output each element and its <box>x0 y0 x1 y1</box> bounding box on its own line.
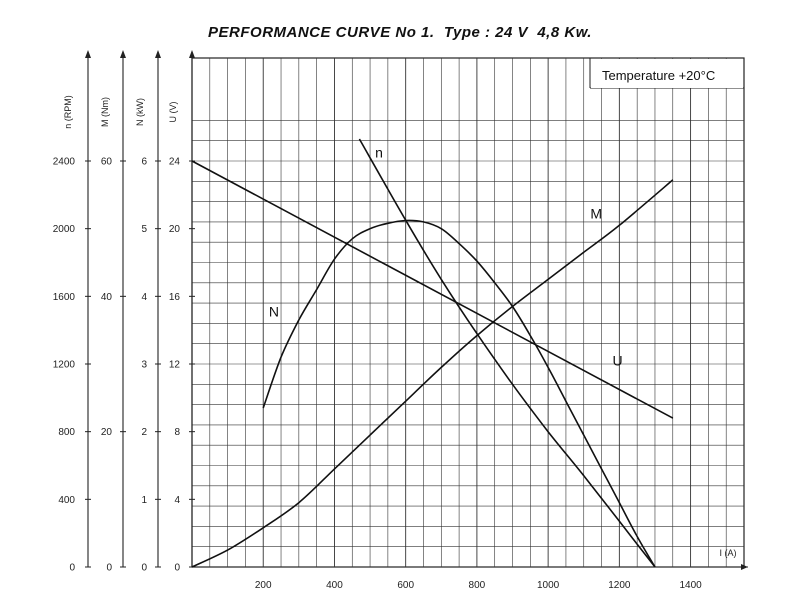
y-tick-label-N: 1 <box>141 495 147 506</box>
series-line-U <box>191 160 674 419</box>
y-tick-label-n: 1600 <box>53 292 76 303</box>
y-tick-label-U: 20 <box>169 224 181 235</box>
y-axis-arrow-n <box>85 50 91 58</box>
y-tick-label-U: 0 <box>174 563 180 574</box>
y-tick-label-n: 400 <box>58 495 75 506</box>
x-tick-label: 200 <box>255 580 272 591</box>
y-axis-label-n: n (RPM) <box>63 95 73 129</box>
y-tick-label-N: 3 <box>141 360 147 371</box>
y-tick-label-M: 0 <box>106 563 112 574</box>
x-tick-label: 800 <box>469 580 486 591</box>
y-axis-arrow-M <box>120 50 126 58</box>
y-tick-label-n: 800 <box>58 427 75 438</box>
x-tick-label: 1000 <box>537 580 560 591</box>
x-tick-label: 1400 <box>679 580 702 591</box>
y-tick-label-n: 1200 <box>53 360 76 371</box>
y-tick-label-U: 12 <box>169 360 181 371</box>
x-axis-arrow <box>741 564 748 570</box>
y-tick-label-n: 2000 <box>53 224 76 235</box>
y-tick-label-U: 4 <box>174 495 180 506</box>
x-tick-label: 600 <box>397 580 414 591</box>
y-tick-label-M: 40 <box>101 292 113 303</box>
y-axis-arrow-U <box>189 50 195 58</box>
series-label-N: N <box>269 304 279 320</box>
series-label-M: M <box>590 206 602 222</box>
series-line-n <box>358 138 656 568</box>
y-tick-label-N: 0 <box>141 563 147 574</box>
y-tick-label-N: 4 <box>141 292 147 303</box>
y-tick-label-U: 16 <box>169 292 181 303</box>
y-tick-label-U: 8 <box>174 427 180 438</box>
x-tick-label: 1200 <box>608 580 631 591</box>
y-axis-arrow-N <box>155 50 161 58</box>
annotation-box-fill <box>591 59 743 88</box>
y-axis-label-M: M (Nm) <box>100 97 110 127</box>
x-tick-label: 400 <box>326 580 343 591</box>
y-tick-label-M: 60 <box>101 157 113 168</box>
y-tick-label-N: 5 <box>141 224 147 235</box>
axes <box>85 50 748 570</box>
series-line-N <box>262 219 656 568</box>
y-tick-label-N: 6 <box>141 157 147 168</box>
chart-title: PERFORMANCE CURVE No 1. Type : 24 V 4,8 … <box>208 24 592 41</box>
y-tick-label-U: 24 <box>169 157 181 168</box>
temperature-annotation: Temperature +20°C <box>602 68 715 83</box>
y-tick-label-n: 2400 <box>53 157 76 168</box>
y-tick-label-N: 2 <box>141 427 147 438</box>
grid <box>191 57 745 568</box>
y-axis-label-N: N (kW) <box>135 98 145 126</box>
x-axis-label: I (A) <box>720 548 737 558</box>
y-tick-label-M: 20 <box>101 427 113 438</box>
y-tick-label-n: 0 <box>69 563 75 574</box>
y-axis-label-U: U (V) <box>168 102 178 123</box>
series-label-n: n <box>375 145 383 161</box>
series-line-M <box>191 179 674 568</box>
curves <box>191 138 674 568</box>
series-label-U: U <box>613 353 623 369</box>
